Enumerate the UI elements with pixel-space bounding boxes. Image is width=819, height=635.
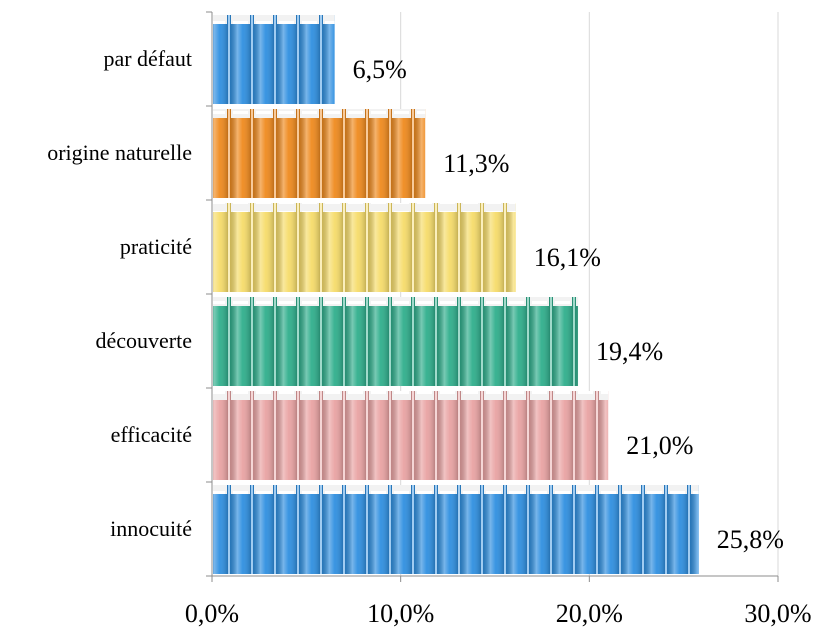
bar — [213, 15, 335, 104]
bar — [213, 297, 579, 386]
bars — [213, 15, 699, 574]
category-label: praticité — [120, 234, 192, 259]
value-label: 11,3% — [443, 149, 509, 178]
x-tick-label: 20,0% — [556, 599, 623, 628]
category-label: par défaut — [103, 46, 192, 71]
x-tick-label: 10,0% — [367, 599, 434, 628]
value-label: 6,5% — [353, 55, 407, 84]
bar — [213, 391, 609, 480]
bar — [213, 203, 516, 292]
labels: 0,0% 10,0% 20,0% 30,0% par défaut 6,5% origine… — [47, 46, 811, 628]
gridlines — [400, 12, 779, 576]
category-label: origine naturelle — [47, 140, 192, 165]
value-label: 16,1% — [534, 243, 601, 272]
axes — [206, 11, 779, 582]
x-tick-label: 30,0% — [744, 599, 811, 628]
category-label: efficacité — [111, 422, 192, 447]
category-label: innocuité — [110, 516, 192, 541]
x-tick-label: 0,0% — [185, 599, 239, 628]
value-label: 19,4% — [596, 337, 663, 366]
value-label: 25,8% — [717, 525, 784, 554]
category-label: découverte — [96, 328, 193, 353]
value-label: 21,0% — [626, 431, 693, 460]
bar — [213, 485, 699, 574]
bar — [213, 109, 426, 198]
